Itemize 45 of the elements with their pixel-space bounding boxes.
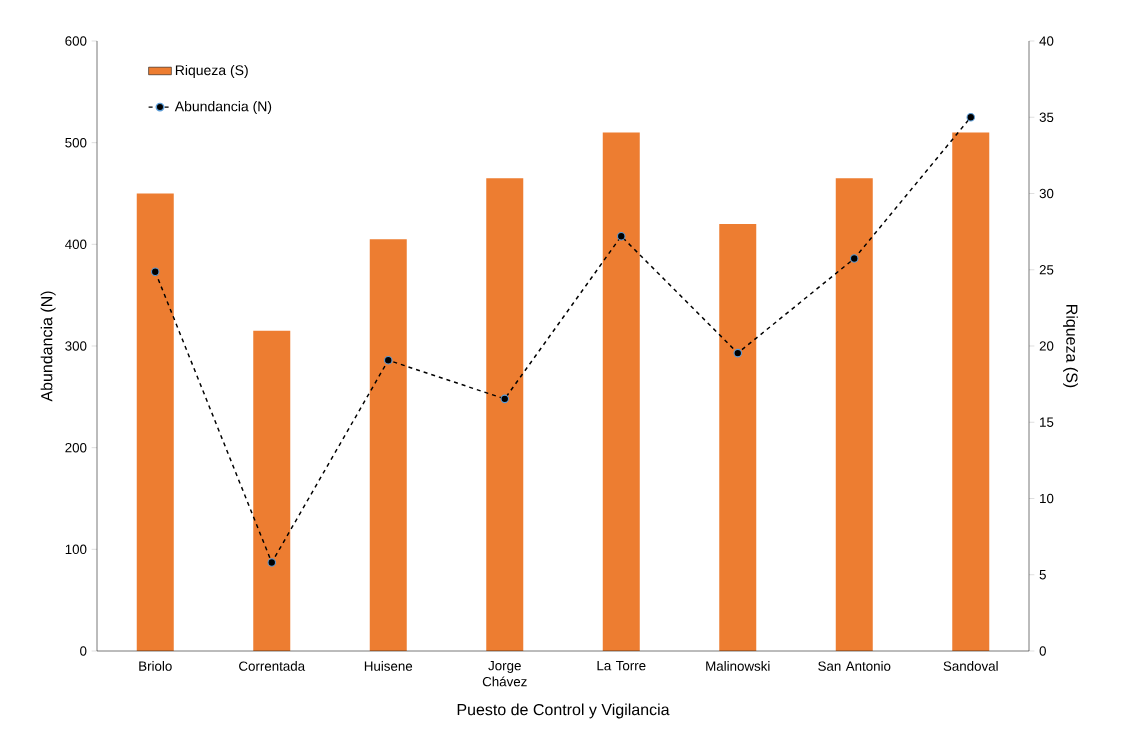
x-tick-label: La Torre (597, 661, 646, 671)
legend-label: Riqueza (S) (175, 64, 248, 78)
point (500, 394, 510, 404)
x-tick-label: Malinowski (706, 661, 770, 671)
y-tick-label: 600 (65, 36, 87, 46)
y-tick-label: 400 (65, 239, 87, 250)
x-tick-label: Sandoval (943, 661, 998, 671)
point (733, 348, 743, 358)
bar (719, 224, 757, 651)
y-tick-label: 200 (65, 442, 87, 453)
y2-tick-label: 40 (1039, 36, 1054, 46)
point (150, 267, 160, 277)
x-tick-label: Jorge Chávez (482, 661, 527, 687)
y-tick-label: 0 (80, 646, 87, 656)
point (966, 112, 976, 122)
y2-tick-label: 0 (1039, 646, 1046, 656)
x-tick-label: Huisene (364, 661, 413, 671)
x-axis-title: Puesto de Control y Vigilancia (457, 703, 670, 719)
point (383, 355, 393, 365)
x-tick-label: Briolo (139, 661, 172, 671)
bar (136, 193, 174, 651)
bar (369, 239, 407, 651)
y2-tick-label: 20 (1039, 341, 1054, 351)
y2-tick-label: 25 (1039, 265, 1054, 275)
y-tick-label: 100 (65, 544, 87, 555)
point (849, 254, 859, 263)
bar (835, 178, 873, 651)
y2-axis-title: Riqueza (S) (1063, 305, 1078, 388)
y-axis-title: Abundancia (N) (40, 291, 56, 402)
bar (253, 330, 291, 651)
x-tick-label: San Antonio (818, 661, 891, 671)
legend-label: Abundancia (N) (174, 101, 272, 115)
y2-tick-label: 35 (1039, 112, 1054, 122)
point (616, 231, 626, 241)
y-tick-label: 500 (65, 137, 87, 148)
y2-tick-label: 5 (1039, 570, 1046, 580)
y2-tick-label: 15 (1040, 417, 1054, 427)
y2-tick-label: 10 (1040, 493, 1054, 504)
bar (486, 178, 524, 651)
y2-tick-label: 30 (1039, 188, 1054, 199)
bar (952, 132, 990, 651)
point (267, 558, 277, 567)
bar (602, 132, 640, 651)
y-tick-label: 300 (65, 341, 87, 351)
x-tick-label: Correntada (239, 661, 306, 671)
